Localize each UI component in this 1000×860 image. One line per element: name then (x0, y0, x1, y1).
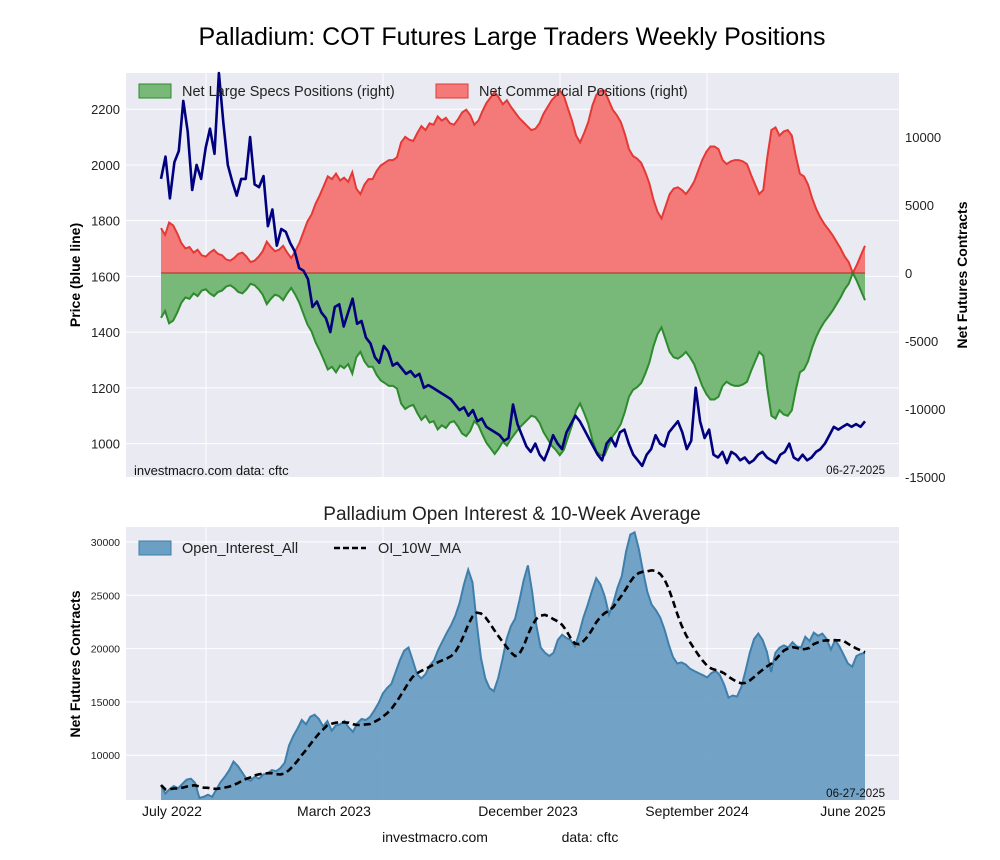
bottom-y-tick-label: 30000 (91, 537, 120, 549)
right-tick-label: -15000 (905, 470, 945, 485)
chart-title: Palladium: COT Futures Large Traders Wee… (198, 23, 825, 51)
left-tick-label: 1400 (91, 325, 120, 340)
net-large-specs-area (161, 273, 865, 456)
bottom-y-tick-label: 10000 (91, 750, 120, 762)
legend-label-oi: Open_Interest_All (182, 541, 298, 557)
bottom-x-ticks: July 2022 March 2023 December 2023 Septembe… (142, 803, 886, 819)
right-tick-label: 10000 (905, 130, 941, 145)
price-line (159, 71, 867, 468)
right-tick-label: -10000 (905, 402, 945, 417)
left-axis-label: Price (blue line) (67, 223, 83, 327)
bottom-panel: Palladium Open Interest & 10-Week Averag… (67, 504, 899, 819)
top-date-label: 06-27-2025 (826, 465, 885, 477)
bottom-y-tick-label: 20000 (91, 644, 120, 656)
x-tick-label: March 2023 (297, 803, 371, 819)
left-tick-label: 1800 (91, 214, 120, 229)
right-tick-label: -5000 (905, 334, 938, 349)
oi-10w-ma-line (160, 568, 866, 791)
legend-swatch-oi (138, 540, 172, 556)
left-tick-label: 1600 (91, 269, 120, 284)
bottom-title: Palladium Open Interest & 10-Week Averag… (323, 504, 700, 525)
right-tick-label: 0 (905, 266, 912, 281)
legend-swatch-commercial (435, 83, 469, 99)
x-tick-label: December 2023 (478, 803, 578, 819)
top-legend: Net Large Specs Positions (right) Net Co… (138, 83, 688, 100)
top-watermark: investmacro.com data: cftc (134, 463, 289, 478)
left-tick-label: 1200 (91, 381, 120, 396)
left-tick-label: 2000 (91, 158, 120, 173)
right-axis-label: Net Futures Contracts (954, 201, 970, 348)
top-left-ticks: 1000 1200 1400 1600 1800 2000 2200 (91, 102, 120, 451)
bottom-y-tick-label: 25000 (91, 590, 120, 602)
legend-swatch-specs (138, 83, 172, 99)
footer-source: data: cftc (562, 829, 619, 845)
net-commercial-area (161, 90, 865, 273)
legend-label-commercial: Net Commercial Positions (right) (479, 84, 688, 100)
bottom-axis-label: Net Futures Contracts (67, 590, 83, 737)
x-tick-label: September 2024 (645, 803, 749, 819)
top-areas (159, 71, 867, 468)
legend-label-specs: Net Large Specs Positions (right) (182, 84, 395, 100)
net-large-specs-line (160, 270, 866, 457)
footer-site: investmacro.com (382, 829, 488, 845)
bottom-y-tick-label: 15000 (91, 697, 120, 709)
x-tick-label: July 2022 (142, 803, 202, 819)
net-commercial-line (160, 89, 866, 276)
left-tick-label: 1000 (91, 437, 120, 452)
top-right-ticks: 10000 5000 0 -5000 -10000 -15000 (905, 130, 945, 485)
legend-label-ma: OI_10W_MA (378, 541, 461, 557)
bottom-date-label: 06-27-2025 (826, 788, 885, 800)
left-tick-label: 2200 (91, 102, 120, 117)
open-interest-area (161, 532, 865, 800)
top-panel: 1000 1200 1400 1600 1800 2000 2200 10000 5000 0 -… (67, 71, 970, 485)
bottom-legend: Open_Interest_All OI_10W_MA (138, 540, 461, 557)
open-interest-line (160, 530, 866, 800)
right-tick-label: 5000 (905, 198, 934, 213)
bottom-y-ticks: 10000 15000 20000 25000 30000 (91, 537, 120, 762)
x-tick-label: June 2025 (820, 803, 886, 819)
